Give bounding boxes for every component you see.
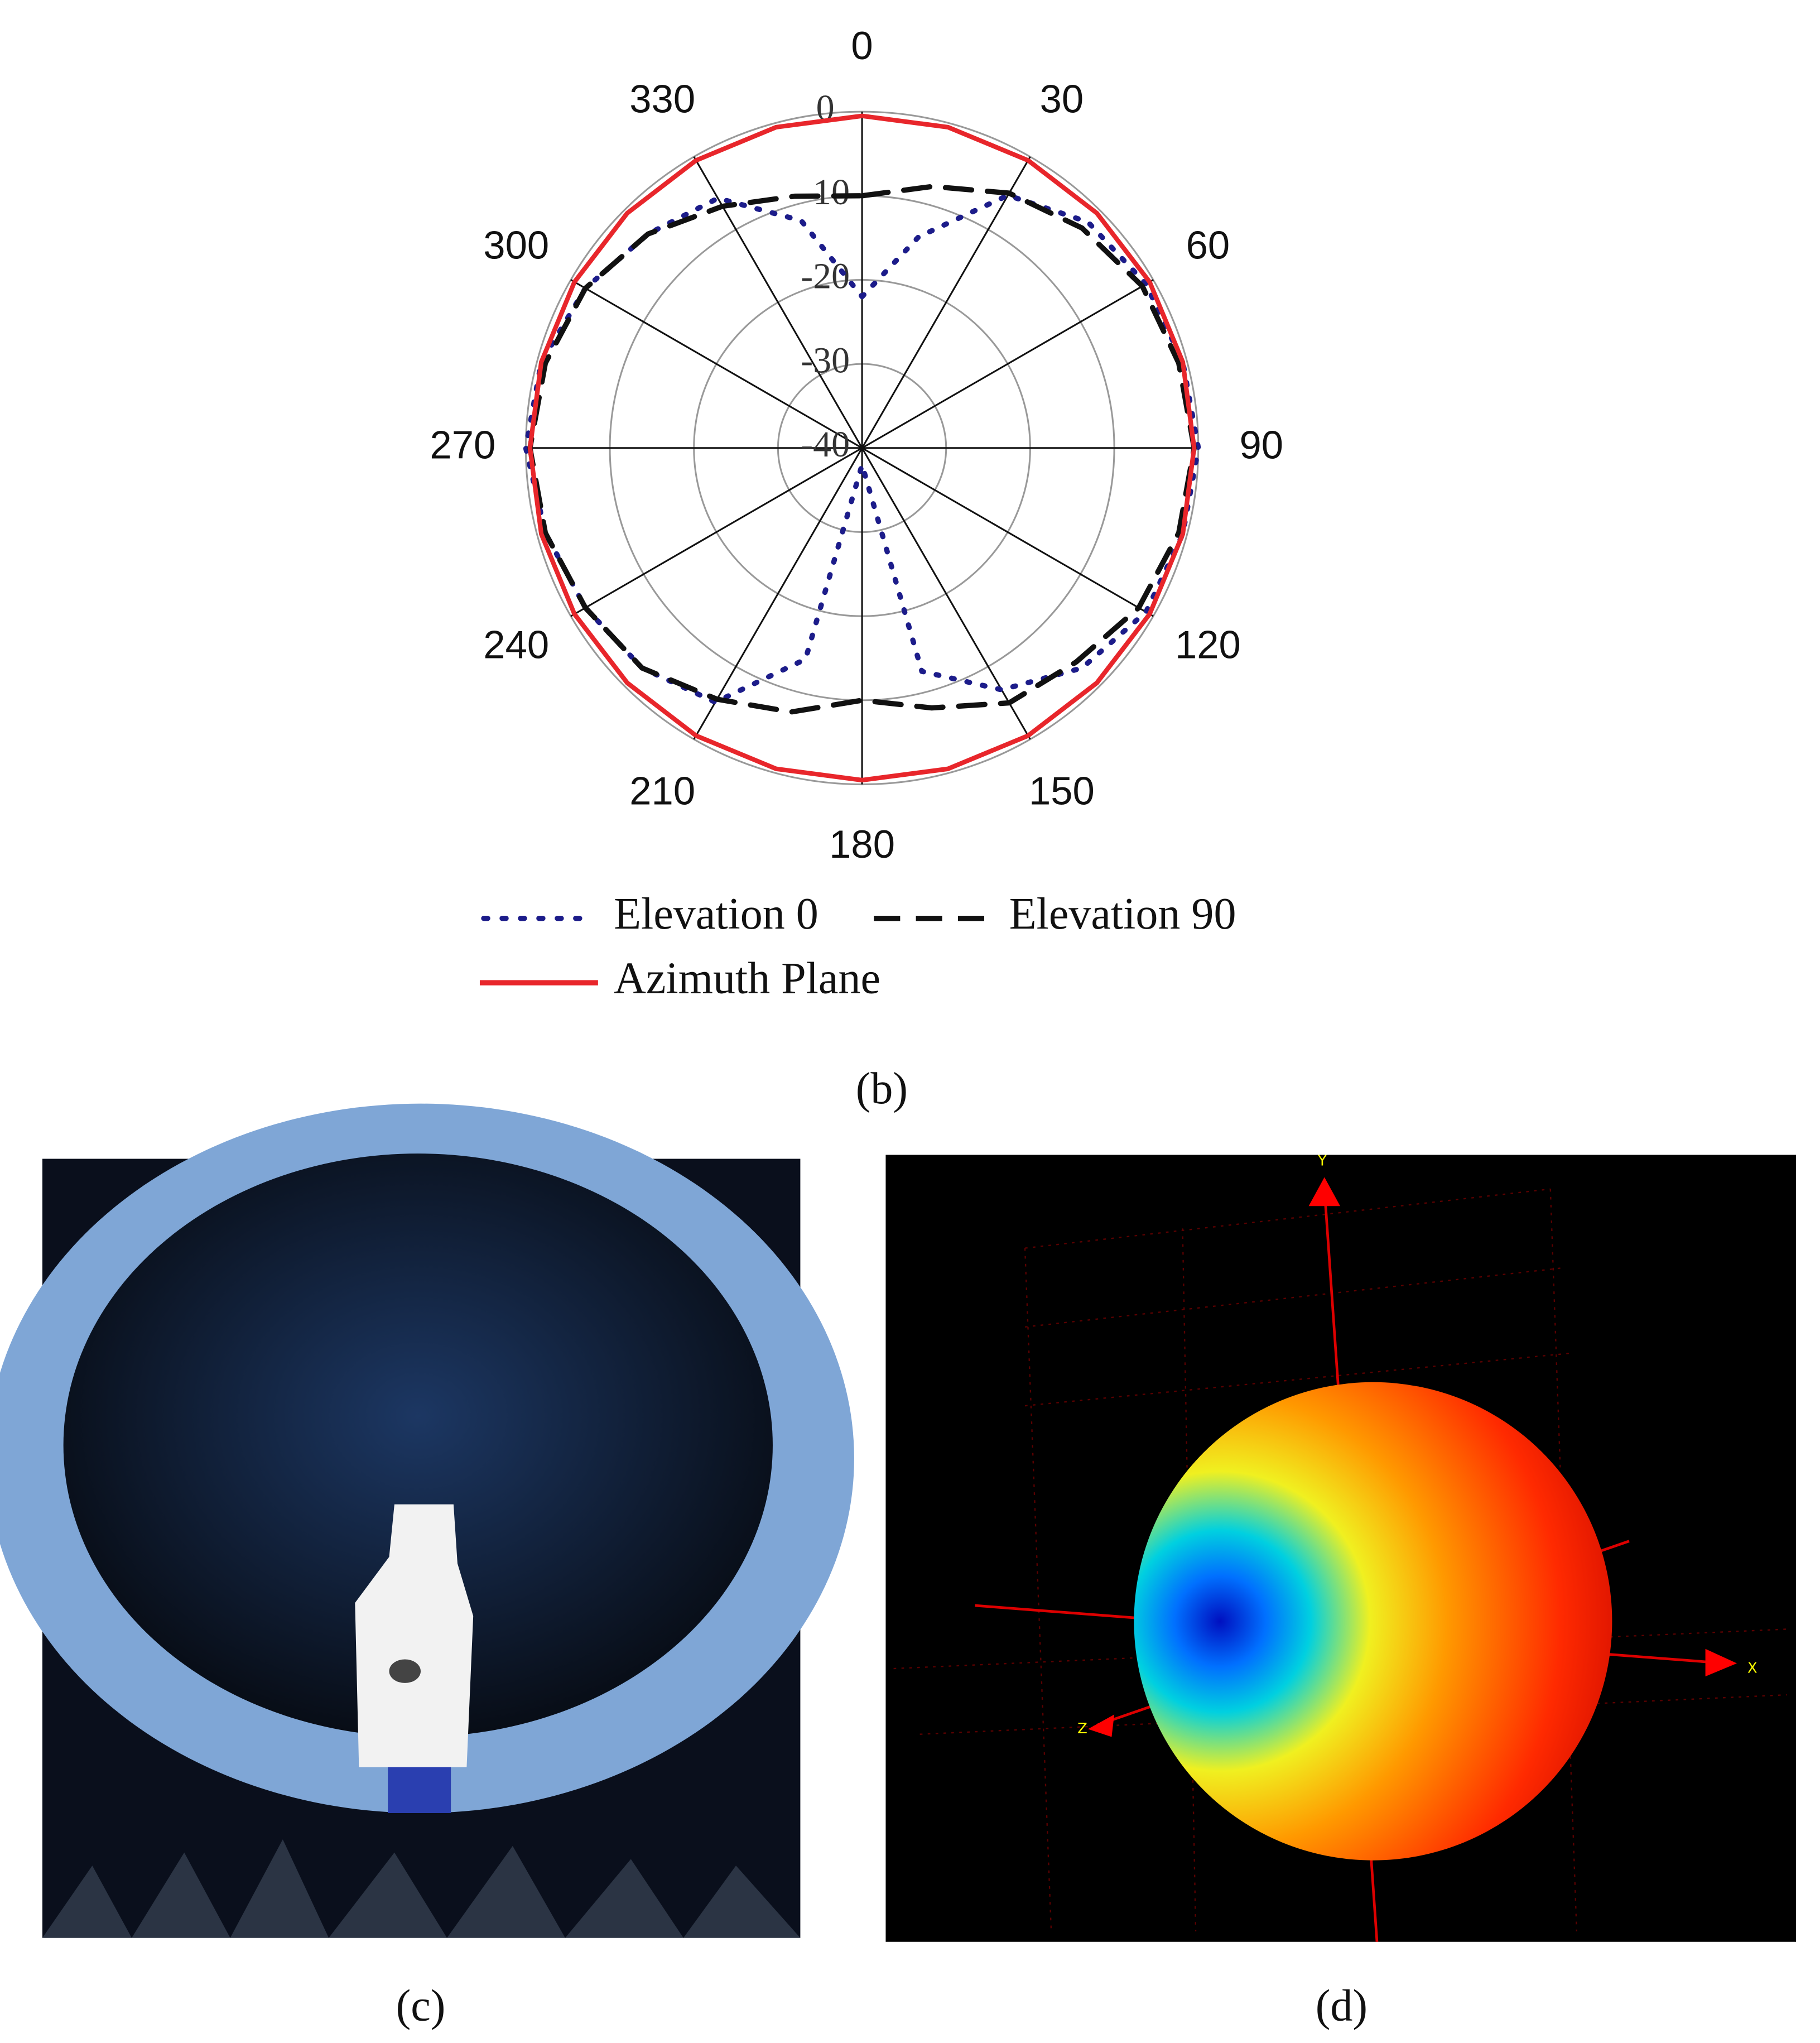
series-line [527, 113, 1197, 783]
photo-chamber [0, 1103, 854, 1938]
spoke [861, 447, 1154, 617]
axis-label: Z [1077, 1720, 1087, 1737]
antenna-mark [389, 1659, 421, 1683]
axis-arrow [1705, 1648, 1737, 1677]
r-tick-label: -10 [801, 172, 850, 213]
spoke [861, 156, 1031, 449]
r-tick-label: -40 [801, 424, 850, 465]
floor-absorbers [42, 1839, 801, 1938]
spoke [861, 448, 1031, 740]
axis-label: Y [1317, 1153, 1327, 1170]
legend-label: Elevation 90 [1009, 890, 1236, 939]
chamber-interior [63, 1153, 773, 1737]
caption: (b) [856, 1064, 908, 1113]
pattern-3d: Y X Z [885, 1153, 1797, 1942]
legend-label: Elevation 0 [614, 890, 818, 939]
legend-label: Azimuth Plane [614, 954, 880, 1003]
spoke [570, 447, 863, 617]
angle-label: 300 [483, 223, 549, 267]
axis-arrow [1308, 1177, 1341, 1206]
antenna-base [388, 1767, 451, 1813]
angle-label: 30 [1040, 77, 1084, 121]
caption: (c) [396, 1982, 446, 2031]
angle-label: 60 [1186, 223, 1230, 267]
legend: Elevation 0 Elevation 90 Azimuth Plane [479, 890, 1236, 1003]
angle-label: 240 [483, 622, 549, 666]
antenna-housing [355, 1504, 474, 1767]
angle-label: 210 [629, 768, 695, 813]
angle-label: 330 [629, 77, 695, 121]
angle-label: 120 [1175, 622, 1241, 666]
angle-label: 270 [430, 422, 495, 467]
caption: (d) [1316, 1982, 1368, 2031]
axis-arrow [1088, 1714, 1115, 1737]
spoke [861, 279, 1154, 449]
angle-label: 150 [1029, 768, 1095, 813]
axis-label: X [1747, 1660, 1758, 1677]
spoke [570, 279, 863, 449]
angle-label: 0 [851, 23, 873, 68]
angle-label: 180 [829, 822, 895, 866]
spoke [693, 448, 863, 740]
r-tick-label: -30 [801, 340, 850, 381]
series-line [527, 184, 1197, 715]
r-tick-label: -20 [801, 256, 850, 297]
angle-label: 90 [1240, 422, 1284, 467]
radiation-sphere [1134, 1382, 1612, 1861]
